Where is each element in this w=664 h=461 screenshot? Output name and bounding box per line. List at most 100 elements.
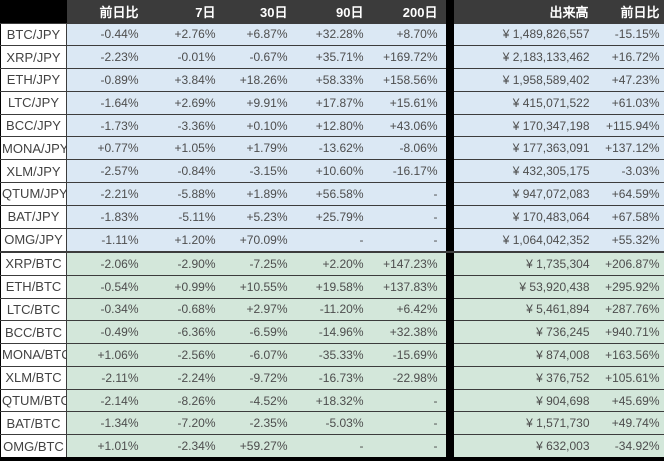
section-divider-cell bbox=[445, 250, 454, 276]
section-divider-cell bbox=[445, 275, 454, 298]
change-90d-cell: +19.58% bbox=[295, 274, 372, 298]
volume-cell: ¥ 904,698 bbox=[453, 388, 597, 412]
header-90d: 90日 bbox=[295, 0, 372, 23]
table-row: BCC/JPY -1.73% -3.36% +0.10% +12.80% +43.06% ¥… bbox=[0, 113, 664, 137]
volume-cell: ¥ 1,735,304 bbox=[453, 250, 597, 276]
volume-change-1d-cell: +940.71% bbox=[596, 320, 664, 344]
change-1d-cell: -2.14% bbox=[66, 388, 147, 412]
pair-cell: ETH/JPY bbox=[0, 68, 67, 92]
section-divider-cell bbox=[445, 228, 454, 252]
volume-cell: ¥ 53,920,438 bbox=[453, 274, 597, 298]
change-7d-cell: -0.68% bbox=[146, 297, 224, 321]
pair-cell: OMG/BTC bbox=[0, 434, 67, 457]
header-change-1d: 前日比 bbox=[66, 0, 147, 23]
volume-change-1d-cell: +115.94% bbox=[596, 113, 664, 137]
change-200d-cell: -22.98% bbox=[371, 365, 446, 390]
pair-cell: XLM/BTC bbox=[0, 365, 67, 390]
change-200d-cell: - bbox=[371, 388, 446, 412]
volume-change-1d-cell: +105.61% bbox=[596, 365, 664, 390]
change-200d-cell: +147.23% bbox=[371, 250, 446, 276]
section-divider-cell bbox=[445, 182, 454, 206]
change-30d-cell: +9.91% bbox=[223, 90, 296, 115]
change-1d-cell: -2.21% bbox=[66, 182, 147, 206]
volume-change-1d-cell: +67.58% bbox=[596, 204, 664, 229]
section-divider-cell bbox=[445, 434, 454, 457]
table-row: XLM/JPY -2.57% -0.84% -3.15% +10.60% -16.17% ¥… bbox=[0, 159, 664, 183]
table-row: ETH/BTC -0.54% +0.99% +10.55% +19.58% +137.83… bbox=[0, 274, 664, 298]
volume-cell: ¥ 632,003 bbox=[453, 434, 597, 457]
change-1d-cell: +1.06% bbox=[66, 343, 147, 367]
table-row: OMG/BTC +1.01% -2.34% +59.27% - - ¥ 632,003 -34… bbox=[0, 434, 664, 457]
change-7d-cell: -2.90% bbox=[146, 250, 224, 276]
volume-change-1d-cell: -15.15% bbox=[596, 22, 664, 46]
volume-change-1d-cell: +206.87% bbox=[596, 250, 664, 276]
volume-cell: ¥ 170,347,198 bbox=[453, 113, 597, 137]
change-90d-cell: -35.33% bbox=[295, 343, 372, 367]
change-1d-cell: -1.11% bbox=[66, 227, 147, 252]
change-30d-cell: -7.25% bbox=[223, 250, 296, 276]
change-200d-cell: +43.06% bbox=[371, 113, 446, 137]
change-30d-cell: -6.59% bbox=[223, 320, 296, 344]
change-90d-cell: +2.20% bbox=[295, 250, 372, 276]
volume-change-1d-cell: -3.03% bbox=[596, 159, 664, 183]
change-30d-cell: -2.35% bbox=[223, 411, 296, 435]
table-row: XRP/JPY -2.23% -0.01% -0.67% +35.71% +169.72%… bbox=[0, 45, 664, 69]
change-200d-cell: - bbox=[371, 182, 446, 206]
section-divider-cell bbox=[445, 205, 454, 229]
change-90d-cell: +25.79% bbox=[295, 204, 372, 229]
header-30d: 30日 bbox=[223, 0, 296, 23]
pair-cell: LTC/BTC bbox=[0, 297, 67, 321]
change-90d-cell: -13.62% bbox=[295, 136, 372, 160]
table-row: BAT/JPY -1.83% -5.11% +5.23% +25.79% - ¥ 170,4… bbox=[0, 204, 664, 229]
volume-cell: ¥ 376,752 bbox=[453, 365, 597, 390]
change-1d-cell: -0.44% bbox=[66, 22, 147, 46]
change-1d-cell: +0.77% bbox=[66, 136, 147, 160]
change-30d-cell: -9.72% bbox=[223, 365, 296, 390]
volume-cell: ¥ 2,183,133,462 bbox=[453, 45, 597, 69]
section-divider-cell bbox=[445, 343, 454, 367]
change-7d-cell: +2.69% bbox=[146, 90, 224, 115]
volume-change-1d-cell: +45.69% bbox=[596, 388, 664, 412]
pair-cell: BAT/JPY bbox=[0, 204, 67, 229]
change-7d-cell: -2.34% bbox=[146, 434, 224, 457]
change-200d-cell: +169.72% bbox=[371, 45, 446, 69]
change-30d-cell: +10.55% bbox=[223, 274, 296, 298]
change-200d-cell: -15.69% bbox=[371, 343, 446, 367]
volume-cell: ¥ 736,245 bbox=[453, 320, 597, 344]
header-volume: 出来高 bbox=[453, 0, 597, 23]
change-200d-cell: +6.42% bbox=[371, 297, 446, 321]
section-divider-cell bbox=[445, 159, 454, 183]
change-7d-cell: -8.26% bbox=[146, 388, 224, 412]
change-1d-cell: -0.34% bbox=[66, 297, 147, 321]
header-7d: 7日 bbox=[146, 0, 224, 23]
change-1d-cell: -2.57% bbox=[66, 159, 147, 183]
table-row: XRP/BTC -2.06% -2.90% -7.25% +2.20% +147.23% ¥… bbox=[0, 250, 664, 276]
change-1d-cell: -0.54% bbox=[66, 274, 147, 298]
volume-cell: ¥ 5,461,894 bbox=[453, 297, 597, 321]
table-row: LTC/JPY -1.64% +2.69% +9.91% +17.87% +15.61% ¥… bbox=[0, 90, 664, 115]
pair-cell: BCC/BTC bbox=[0, 320, 67, 344]
change-90d-cell: - bbox=[295, 434, 372, 457]
change-90d-cell: +56.58% bbox=[295, 182, 372, 206]
volume-cell: ¥ 874,008 bbox=[453, 343, 597, 367]
header-row: 前日比 7日 30日 90日 200日 出来高 前日比 bbox=[0, 0, 664, 23]
change-90d-cell: +18.32% bbox=[295, 388, 372, 412]
change-7d-cell: +0.99% bbox=[146, 274, 224, 298]
change-90d-cell: +58.33% bbox=[295, 68, 372, 92]
change-30d-cell: -6.07% bbox=[223, 343, 296, 367]
table-body: BTC/JPY -0.44% +2.76% +6.87% +32.28% +8.70% ¥ … bbox=[0, 22, 664, 457]
change-1d-cell: -1.34% bbox=[66, 411, 147, 435]
header-200d: 200日 bbox=[371, 0, 446, 23]
change-7d-cell: -5.11% bbox=[146, 204, 224, 229]
change-30d-cell: +5.23% bbox=[223, 204, 296, 229]
section-divider-cell bbox=[445, 91, 454, 115]
volume-change-1d-cell: +61.03% bbox=[596, 90, 664, 115]
change-30d-cell: +18.26% bbox=[223, 68, 296, 92]
change-200d-cell: - bbox=[371, 434, 446, 457]
change-7d-cell: -5.88% bbox=[146, 182, 224, 206]
change-7d-cell: -7.20% bbox=[146, 411, 224, 435]
volume-cell: ¥ 1,489,826,557 bbox=[453, 22, 597, 46]
change-30d-cell: +0.10% bbox=[223, 113, 296, 137]
